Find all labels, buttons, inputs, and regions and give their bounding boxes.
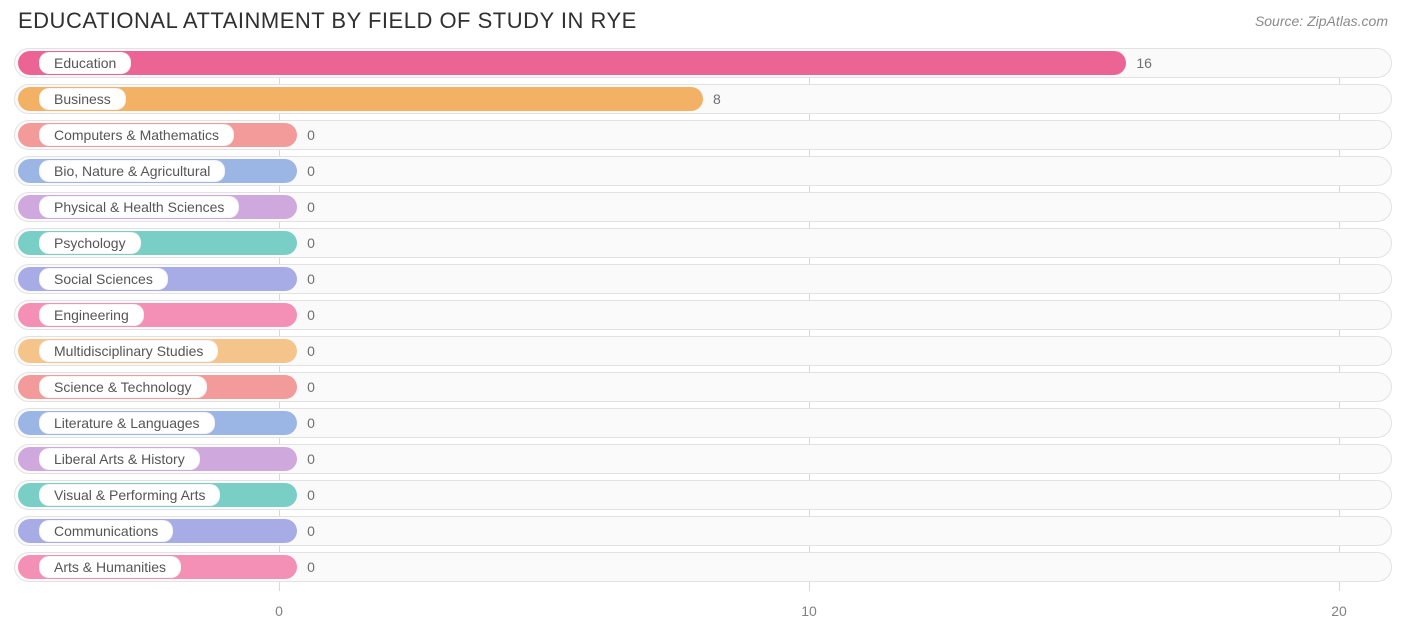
bar-row: Psychology 0 [14,228,1392,258]
bar-value: 0 [307,559,315,575]
bar-label: Bio, Nature & Agricultural [39,160,225,182]
bar-value: 0 [307,271,315,287]
bar-row: Bio, Nature & Agricultural 0 [14,156,1392,186]
x-axis-tick-label: 0 [275,603,283,619]
chart-source: Source: ZipAtlas.com [1255,13,1388,29]
bar-label: Multidisciplinary Studies [39,340,218,362]
bar-row: Education 16 [14,48,1392,78]
chart-header: EDUCATIONAL ATTAINMENT BY FIELD OF STUDY… [18,8,1388,34]
bar-row: Literature & Languages 0 [14,408,1392,438]
bar-label: Science & Technology [39,376,207,398]
bar-row: Physical & Health Sciences 0 [14,192,1392,222]
bar-row: Social Sciences 0 [14,264,1392,294]
bar-row: Computers & Mathematics 0 [14,120,1392,150]
bar-value: 0 [307,523,315,539]
bar-value: 8 [713,91,721,107]
bar-label: Business [39,88,126,110]
bar-label: Visual & Performing Arts [39,484,220,506]
bar-row: Business 8 [14,84,1392,114]
bar-value: 0 [307,127,315,143]
bar-label: Physical & Health Sciences [39,196,239,218]
x-axis-tick-label: 10 [801,603,817,619]
bar-label: Arts & Humanities [39,556,181,578]
bar-fill [18,51,1126,75]
bar-label: Communications [39,520,173,542]
bar-value: 0 [307,343,315,359]
bar-value: 0 [307,451,315,467]
bar-label: Psychology [39,232,141,254]
bar-row: Communications 0 [14,516,1392,546]
bar-label: Liberal Arts & History [39,448,200,470]
bar-value: 16 [1136,55,1152,71]
bar-label: Social Sciences [39,268,168,290]
bar-value: 0 [307,235,315,251]
bar-label: Computers & Mathematics [39,124,234,146]
bar-label: Literature & Languages [39,412,215,434]
bar-row: Liberal Arts & History 0 [14,444,1392,474]
chart-area: 01020Education16Business8Computers & Mat… [14,48,1392,591]
chart-title: EDUCATIONAL ATTAINMENT BY FIELD OF STUDY… [18,8,637,34]
bar-value: 0 [307,415,315,431]
bar-value: 0 [307,163,315,179]
bar-value: 0 [307,487,315,503]
bar-label: Education [39,52,131,74]
bar-row: Engineering 0 [14,300,1392,330]
bar-label: Engineering [39,304,144,326]
bar-value: 0 [307,307,315,323]
bar-row: Visual & Performing Arts 0 [14,480,1392,510]
x-axis-tick-label: 20 [1331,603,1347,619]
bar-value: 0 [307,199,315,215]
bar-row: Science & Technology 0 [14,372,1392,402]
bar-row: Arts & Humanities 0 [14,552,1392,582]
bar-value: 0 [307,379,315,395]
bar-row: Multidisciplinary Studies 0 [14,336,1392,366]
